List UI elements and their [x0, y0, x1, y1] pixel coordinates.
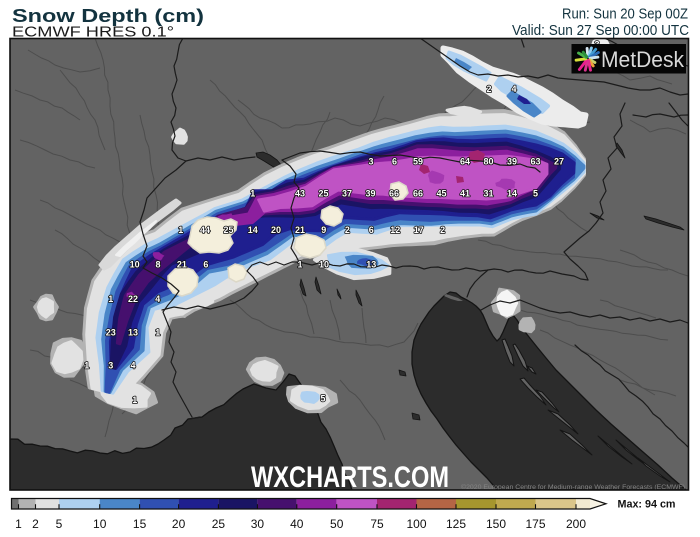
svg-text:2: 2: [32, 517, 39, 531]
svg-text:25: 25: [212, 517, 226, 531]
svg-text:1: 1: [108, 294, 113, 304]
svg-text:66: 66: [389, 188, 399, 198]
svg-text:30: 30: [251, 517, 265, 531]
svg-text:WXCHARTS.COM: WXCHARTS.COM: [251, 461, 449, 494]
svg-text:175: 175: [525, 517, 545, 531]
svg-text:75: 75: [370, 517, 384, 531]
svg-text:9: 9: [321, 225, 326, 235]
svg-text:14: 14: [507, 188, 517, 198]
svg-text:1: 1: [84, 361, 89, 371]
svg-text:4: 4: [155, 294, 160, 304]
svg-text:10: 10: [130, 259, 140, 269]
svg-text:Run: Sun 20 Sep 00Z: Run: Sun 20 Sep 00Z: [562, 7, 688, 23]
svg-text:4: 4: [511, 84, 516, 94]
svg-text:5: 5: [56, 517, 63, 531]
svg-text:5: 5: [320, 393, 325, 403]
svg-text:59: 59: [413, 156, 423, 166]
svg-text:6: 6: [392, 156, 397, 166]
svg-text:37: 37: [342, 188, 352, 198]
svg-text:1: 1: [178, 225, 183, 235]
svg-text:21: 21: [177, 259, 187, 269]
svg-text:1: 1: [250, 188, 255, 198]
svg-text:41: 41: [460, 188, 470, 198]
svg-text:21: 21: [295, 225, 305, 235]
svg-text:22: 22: [128, 294, 138, 304]
svg-text:4: 4: [130, 361, 135, 371]
svg-text:12: 12: [390, 225, 400, 235]
svg-text:MetDesk: MetDesk: [601, 47, 685, 72]
svg-text:39: 39: [365, 188, 375, 198]
svg-text:13: 13: [128, 327, 138, 337]
svg-text:100: 100: [406, 517, 426, 531]
svg-text:Valid: Sun 27 Sep 00:00 UTC: Valid: Sun 27 Sep 00:00 UTC: [512, 23, 689, 39]
svg-text:63: 63: [530, 156, 540, 166]
svg-text:3: 3: [108, 361, 113, 371]
svg-text:44: 44: [200, 225, 210, 235]
svg-text:1: 1: [132, 395, 137, 405]
svg-text:1: 1: [15, 517, 22, 531]
svg-text:23: 23: [106, 327, 116, 337]
svg-text:Max: 94 cm: Max: 94 cm: [618, 499, 676, 511]
svg-text:150: 150: [486, 517, 506, 531]
svg-text:66: 66: [413, 188, 423, 198]
svg-text:10: 10: [93, 517, 107, 531]
svg-text:15: 15: [133, 517, 147, 531]
svg-text:43: 43: [295, 188, 305, 198]
svg-text:40: 40: [290, 517, 304, 531]
svg-text:2: 2: [345, 225, 350, 235]
svg-text:200: 200: [566, 517, 586, 531]
svg-text:25: 25: [223, 225, 233, 235]
svg-text:Snow Depth (cm): Snow Depth (cm): [12, 6, 204, 26]
svg-text:5: 5: [533, 188, 538, 198]
svg-text:1: 1: [297, 259, 302, 269]
svg-text:27: 27: [554, 156, 564, 166]
svg-text:1: 1: [155, 327, 160, 337]
svg-text:31: 31: [483, 188, 493, 198]
svg-text:64: 64: [460, 156, 470, 166]
svg-text:6: 6: [203, 259, 208, 269]
svg-text:2: 2: [440, 225, 445, 235]
svg-text:©2020 European Centre for Medi: ©2020 European Centre for Medium-range W…: [461, 483, 685, 491]
svg-text:8: 8: [155, 259, 160, 269]
svg-text:80: 80: [483, 156, 493, 166]
svg-text:2: 2: [486, 84, 491, 94]
svg-text:25: 25: [318, 188, 328, 198]
svg-text:45: 45: [436, 188, 446, 198]
svg-text:17: 17: [414, 225, 424, 235]
svg-text:10: 10: [319, 259, 329, 269]
svg-text:6: 6: [369, 225, 374, 235]
svg-text:20: 20: [172, 517, 186, 531]
svg-text:125: 125: [446, 517, 466, 531]
svg-text:39: 39: [507, 156, 517, 166]
svg-text:13: 13: [366, 259, 376, 269]
svg-text:50: 50: [330, 517, 344, 531]
svg-text:ECMWF HRES 0.1°: ECMWF HRES 0.1°: [12, 24, 174, 41]
svg-text:14: 14: [248, 225, 258, 235]
svg-text:3: 3: [368, 156, 373, 166]
svg-text:20: 20: [271, 225, 281, 235]
